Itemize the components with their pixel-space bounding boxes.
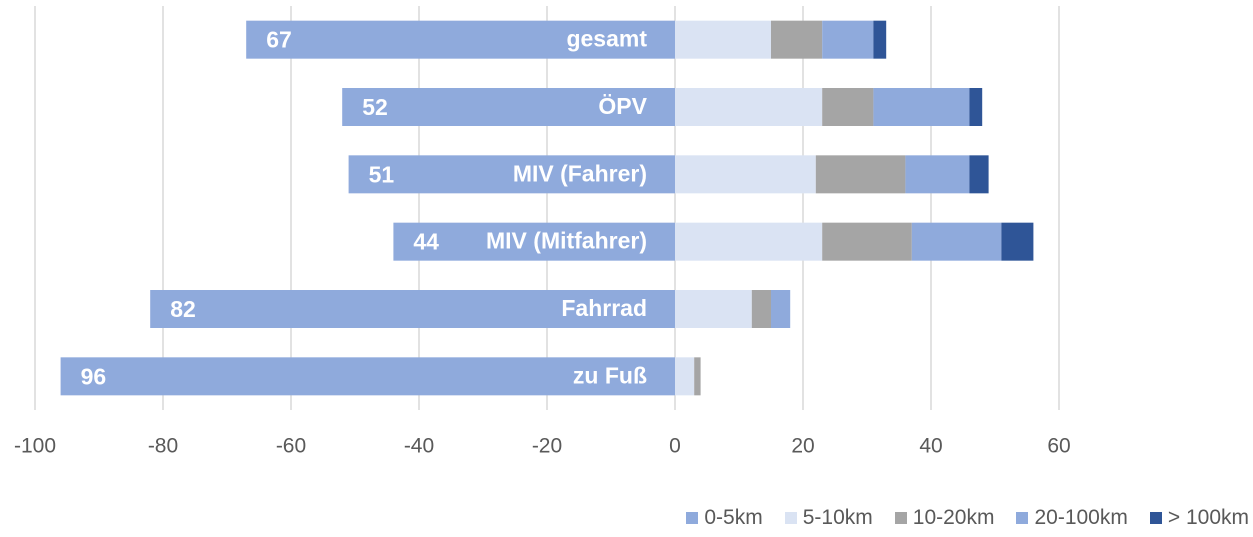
x-tick-label: 40 bbox=[919, 435, 942, 458]
bar-segment bbox=[342, 88, 675, 126]
category-label: Fahrrad bbox=[561, 295, 647, 321]
value-label: 82 bbox=[170, 296, 196, 322]
bar-segment bbox=[1001, 222, 1034, 261]
legend-label: 5-10km bbox=[802, 506, 873, 529]
bar-segment bbox=[675, 357, 695, 396]
x-tick-label: 60 bbox=[1047, 435, 1070, 458]
legend: 0-5km 5-10km 10-20km 20-100km > 100km bbox=[686, 506, 1249, 530]
bar-segment bbox=[694, 357, 701, 396]
legend-swatch bbox=[1016, 512, 1029, 524]
category-label: MIV (Mitfahrer) bbox=[486, 228, 647, 254]
bar-segment bbox=[905, 155, 970, 194]
bar-segment bbox=[150, 290, 675, 328]
bar-segment bbox=[873, 88, 970, 126]
x-tick-label: 0 bbox=[669, 435, 681, 458]
bar-segment bbox=[822, 88, 874, 126]
legend-swatch bbox=[686, 512, 699, 524]
value-label: 67 bbox=[266, 27, 292, 53]
legend-label: 20-100km bbox=[1034, 506, 1128, 529]
category-label: MIV (Fahrer) bbox=[513, 160, 647, 186]
category-label: zu Fuß bbox=[573, 362, 647, 388]
legend-item: 0-5km bbox=[686, 506, 763, 530]
bar-segment bbox=[969, 155, 989, 194]
bar-segment bbox=[873, 20, 887, 59]
legend-item: 10-20km bbox=[894, 506, 995, 530]
bar-segment bbox=[348, 155, 675, 194]
bar-segment bbox=[675, 88, 823, 126]
x-tick-label: -20 bbox=[532, 435, 562, 458]
legend-label: 0-5km bbox=[704, 506, 763, 529]
legend-item: 20-100km bbox=[1016, 506, 1128, 530]
legend-swatch bbox=[1149, 512, 1162, 524]
legend-item: 5-10km bbox=[784, 506, 873, 530]
bar-segment bbox=[969, 88, 983, 126]
bar-segment bbox=[675, 155, 816, 194]
chart: -100 -80 -60 -40 -20 0 20 40 60 67 gesamt 52 ÖPV 51 MI… bbox=[14, 6, 1071, 458]
bar-segment bbox=[675, 290, 752, 328]
legend-item: > 100km bbox=[1149, 506, 1249, 530]
legend-label: 10-20km bbox=[912, 506, 995, 529]
x-tick-label: -80 bbox=[148, 435, 178, 458]
bar-segment bbox=[911, 222, 1002, 261]
bar-segment bbox=[675, 20, 771, 59]
category-label: gesamt bbox=[566, 26, 647, 52]
value-label: 44 bbox=[413, 229, 439, 255]
x-tick-label: -60 bbox=[276, 435, 306, 458]
x-tick-label: -40 bbox=[404, 435, 434, 458]
bar-segment bbox=[246, 20, 675, 59]
bar-segment bbox=[771, 290, 791, 328]
legend-swatch bbox=[894, 512, 907, 524]
bar-segment bbox=[815, 155, 906, 194]
legend-swatch bbox=[784, 512, 797, 524]
value-label: 51 bbox=[369, 161, 395, 187]
value-label: 52 bbox=[362, 94, 388, 120]
bar-segment bbox=[822, 20, 874, 59]
bar-segment bbox=[393, 222, 675, 261]
bar-segment bbox=[822, 222, 912, 261]
legend-label: > 100km bbox=[1167, 506, 1249, 529]
bar-segment bbox=[675, 222, 823, 261]
bar-segment bbox=[771, 20, 823, 59]
x-tick-label: 20 bbox=[791, 435, 814, 458]
x-tick-label: -100 bbox=[14, 435, 56, 458]
category-label: ÖPV bbox=[598, 93, 647, 119]
value-label: 96 bbox=[81, 363, 107, 389]
bar-segment bbox=[751, 290, 771, 328]
bar-segment bbox=[60, 357, 676, 396]
